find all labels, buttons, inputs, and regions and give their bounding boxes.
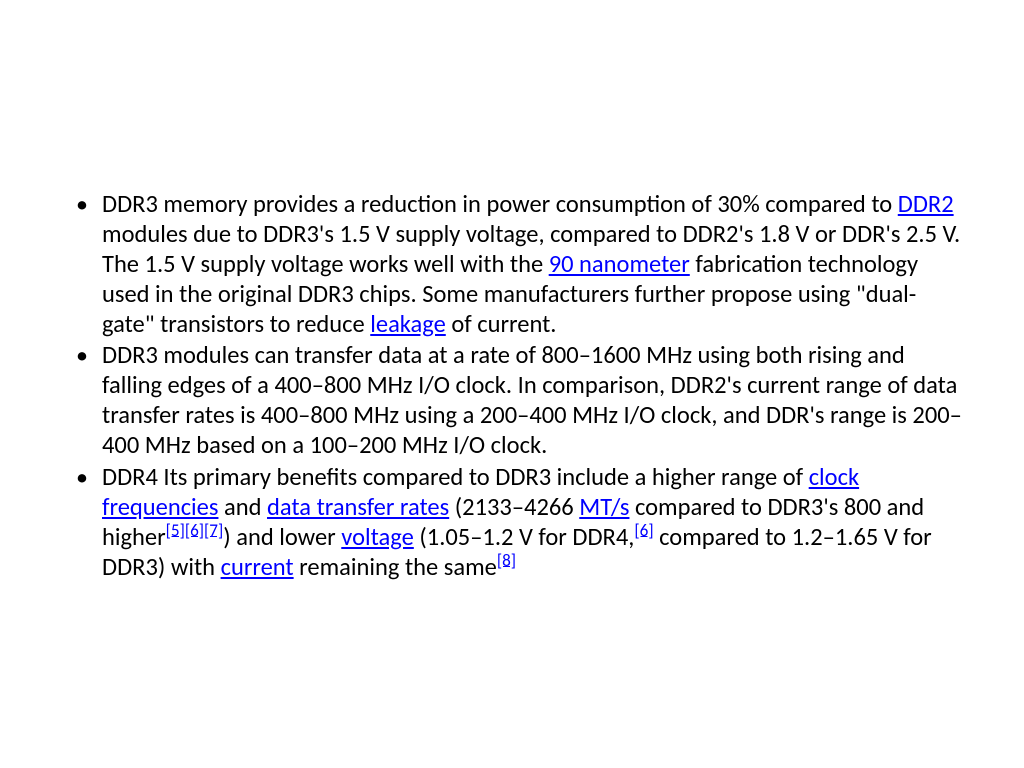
hyperlink[interactable]: MT/s [579,492,629,522]
hyperlink[interactable]: DDR2 [898,189,954,219]
text-run: of current. [446,309,557,339]
hyperlink[interactable]: voltage [341,522,414,552]
bullet-list: DDR3 memory provides a reduction in powe… [60,190,964,582]
text-run: ) and lower [223,522,341,552]
hyperlink[interactable]: current [221,552,294,582]
text-run: (1.05–1.2 V for DDR4, [414,522,635,552]
text-run: DDR4 Its primary benefits compared to DD… [102,462,809,492]
citation-link[interactable]: [8] [497,549,516,570]
hyperlink[interactable]: data transfer rates [267,492,449,522]
hyperlink[interactable]: 90 nanometer [549,249,690,279]
bullet-item: DDR3 modules can transfer data at a rate… [60,341,964,461]
citation-link[interactable]: [6] [634,519,653,540]
text-run: remaining the same [294,552,497,582]
hyperlink[interactable]: leakage [370,309,446,339]
text-run: and [218,492,267,522]
bullet-item: DDR4 Its primary benefits compared to DD… [60,463,964,583]
bullet-item: DDR3 memory provides a reduction in powe… [60,190,964,339]
citation-link[interactable]: [7] [204,519,223,540]
text-run: DDR3 memory provides a reduction in powe… [102,189,898,219]
text-run: (2133–4266 [449,492,579,522]
text-run: DDR3 modules can transfer data at a rate… [102,340,962,460]
citation-link[interactable]: [5] [166,519,185,540]
citation-link[interactable]: [6] [185,519,204,540]
